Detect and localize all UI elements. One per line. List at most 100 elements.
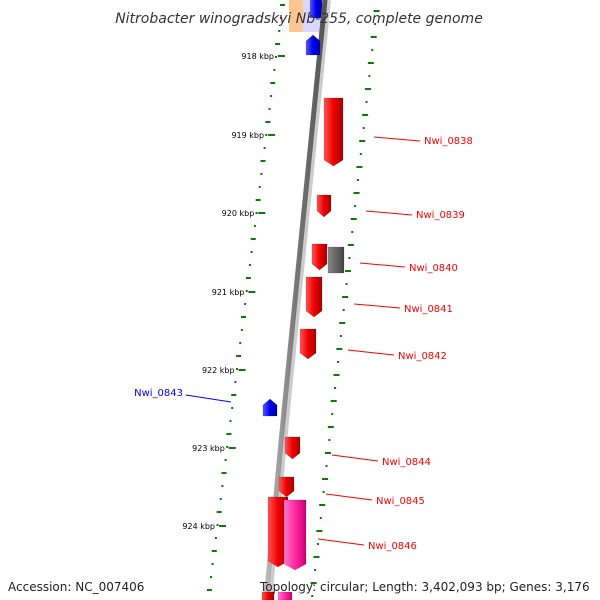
gc-dot (250, 238, 256, 240)
map-title: Nitrobacter winogradskyi Nb-255, complet… (115, 11, 483, 27)
gc-dot (354, 205, 357, 207)
gc-dot (311, 595, 314, 597)
gene-feature-nwi_0842[interactable] (299, 328, 317, 360)
top-features (289, 0, 325, 32)
gene-label-nwi_0843[interactable]: Nwi_0843 (134, 388, 183, 399)
gc-dot (206, 589, 212, 591)
gene-label-nwi_0845[interactable]: Nwi_0845 (376, 496, 425, 507)
gc-dot (359, 140, 366, 142)
gc-dot (221, 472, 227, 474)
gc-dot (374, 23, 377, 25)
gene-label-leader (365, 210, 413, 216)
gc-dot (245, 277, 251, 279)
gene-label-nwi_0838[interactable]: Nwi_0838 (424, 136, 473, 147)
gc-dot (314, 569, 317, 571)
gc-dot (322, 491, 325, 493)
gene-feature-nwi_0838[interactable] (323, 97, 344, 167)
gc-dot (348, 257, 351, 259)
gene-label-leader (353, 303, 401, 309)
gc-dot (226, 446, 229, 448)
gc-dot (344, 270, 351, 272)
blue-top-feature[interactable] (310, 0, 322, 18)
gene-label-nwi_0844[interactable]: Nwi_0844 (382, 457, 431, 468)
gc-dot (324, 452, 331, 454)
gc-dot (322, 478, 329, 480)
gc-dot (351, 231, 354, 233)
gc-dot (339, 335, 342, 337)
gc-dot (330, 400, 337, 402)
gc-dot (336, 348, 343, 350)
gc-dot (359, 153, 362, 155)
hypothetical-feature[interactable] (327, 246, 345, 274)
gene-label-nwi_0842[interactable]: Nwi_0842 (398, 351, 447, 362)
gene-feature-nwi_0844[interactable] (284, 436, 301, 460)
gene-label-leader (325, 493, 373, 501)
gc-dot (244, 303, 247, 305)
gc-dot (370, 36, 377, 38)
rna-feature-bottom[interactable] (277, 591, 293, 600)
gc-dot (224, 459, 227, 461)
blue-gene-feature[interactable] (305, 34, 321, 56)
scale-ticks: 918 kbp 919 kbp 920 kbp 921 kbp 922 kbp 923 k… (182, 52, 285, 531)
gc-dot (367, 62, 374, 64)
gene-feature-bottom[interactable] (261, 591, 275, 600)
gc-dot (260, 173, 263, 175)
scale-tick-label: 920 kbp (222, 209, 255, 218)
gc-dot (336, 361, 339, 363)
gc-dot (275, 43, 281, 45)
gc-dot (211, 563, 214, 565)
gc-dot (234, 381, 237, 383)
gene-label-nwi_0846[interactable]: Nwi_0846 (368, 541, 417, 552)
gc-dot (356, 166, 363, 168)
scale-tick-mark (258, 212, 266, 214)
gc-dot (236, 355, 242, 357)
gc-dot (310, 582, 317, 584)
scale-tick-mark (219, 525, 226, 527)
gc-dot (214, 537, 217, 539)
gc-dot (316, 530, 323, 532)
gc-dot (226, 433, 232, 435)
gc-content-track (206, 4, 380, 597)
gc-dot (350, 218, 357, 220)
orange-feature[interactable] (289, 0, 303, 32)
gene-features (261, 34, 345, 600)
gc-dot (216, 524, 219, 526)
gc-dot (327, 426, 334, 428)
gc-dot (333, 374, 340, 376)
gc-dot (345, 283, 348, 285)
gc-dot (342, 309, 345, 311)
gene-label-leader (185, 394, 232, 403)
gene-label-nwi_0841[interactable]: Nwi_0841 (404, 304, 453, 315)
scale-tick-mark (238, 369, 246, 371)
gc-dot (231, 394, 237, 396)
topology-text: Topology: circular; Length: 3,402,093 bp… (260, 580, 590, 594)
gene-feature-nwi_0846[interactable] (283, 499, 307, 571)
gc-dot (239, 342, 242, 344)
gene-label-nwi_0840[interactable]: Nwi_0840 (409, 263, 458, 274)
gc-dot (270, 82, 276, 84)
gc-dot (255, 199, 261, 201)
gc-dot (373, 10, 380, 12)
gene-feature-nwi_0839[interactable] (316, 194, 332, 218)
gc-dot (328, 439, 331, 441)
gene-label-nwi_0839[interactable]: Nwi_0839 (416, 210, 465, 221)
gene-feature-nwi_0840[interactable] (311, 243, 328, 271)
gene-feature-nwi_0845[interactable] (278, 476, 295, 498)
gc-dot (265, 134, 268, 136)
gc-dot (368, 75, 371, 77)
scale-tick-mark (228, 447, 236, 449)
gene-feature-nwi_0841[interactable] (305, 276, 323, 318)
gene-feature-nwi_0843[interactable] (262, 398, 278, 417)
gc-dot (255, 212, 258, 214)
gc-dot (365, 101, 368, 103)
gene-label-leader (317, 538, 365, 546)
gc-dot (258, 186, 261, 188)
scale-tick-label: 921 kbp (212, 288, 245, 297)
scale-tick-mark (248, 291, 256, 293)
gc-dot (265, 121, 271, 123)
gc-dot (250, 251, 253, 253)
gc-dot (263, 147, 266, 149)
gc-dot (371, 49, 374, 51)
gene-feature-red-long[interactable] (267, 496, 289, 568)
gene-label-leader (359, 262, 406, 268)
